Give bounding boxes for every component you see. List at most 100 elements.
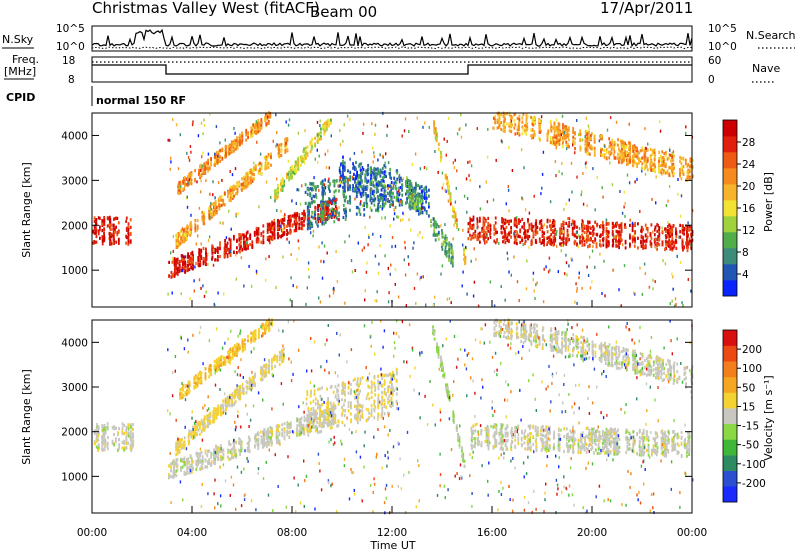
data-cell (398, 193, 400, 197)
data-cell (117, 221, 120, 225)
data-cell (433, 233, 436, 237)
data-cell (328, 121, 330, 125)
data-cell (500, 120, 503, 125)
data-cell (425, 185, 427, 189)
data-cell (197, 259, 200, 263)
data-cell (532, 235, 535, 239)
data-cell (679, 235, 682, 239)
data-cell (196, 224, 199, 228)
data-cell (596, 222, 599, 226)
data-cell (308, 225, 310, 229)
data-cell (346, 201, 349, 205)
data-cell (323, 217, 326, 221)
data-cell (601, 220, 604, 225)
data-cell (353, 172, 355, 176)
data-cell (349, 178, 352, 182)
noise-cell (288, 240, 290, 244)
noise-cell (511, 169, 514, 172)
noise-cell (263, 156, 266, 159)
data-cell (669, 241, 672, 245)
data-cell (682, 172, 685, 176)
data-cell (519, 235, 522, 239)
data-cell (283, 232, 286, 236)
data-cell (168, 260, 170, 264)
data-cell (601, 238, 604, 242)
data-cell (189, 230, 192, 234)
noise-cell (195, 261, 197, 265)
data-cell (364, 173, 367, 177)
data-cell (553, 236, 556, 240)
data-cell (274, 199, 276, 203)
data-cell (286, 229, 288, 233)
data-cell (484, 235, 487, 239)
noise-cell (578, 234, 580, 238)
data-cell (474, 235, 477, 239)
data-cell (588, 141, 590, 145)
data-cell (668, 238, 671, 242)
noise-cell (674, 304, 676, 308)
data-cell (103, 236, 106, 240)
data-cell (618, 223, 620, 227)
data-cell (605, 148, 608, 152)
data-cell (186, 224, 188, 228)
data-cell (433, 124, 435, 128)
data-cell (281, 218, 284, 222)
data-cell (532, 133, 535, 137)
data-cell (354, 166, 356, 170)
data-cell (227, 191, 229, 195)
data-cell (653, 148, 656, 152)
data-cell (669, 228, 672, 232)
data-cell (186, 236, 188, 240)
noise-cell (535, 283, 537, 287)
data-cell (487, 229, 490, 233)
data-cell (398, 186, 400, 190)
data-cell (541, 239, 544, 243)
data-cell (662, 169, 665, 173)
data-cell (425, 211, 428, 215)
data-cell (584, 149, 587, 153)
noise-cell (414, 152, 417, 156)
data-cell (414, 186, 416, 190)
data-cell (380, 170, 383, 174)
data-cell (235, 147, 237, 151)
data-cell (303, 223, 305, 227)
data-cell (586, 141, 589, 145)
data-cell (228, 250, 231, 254)
data-cell (215, 152, 218, 157)
data-cell (574, 137, 576, 141)
data-cell (305, 154, 307, 158)
data-cell (217, 199, 220, 203)
data-cell (524, 233, 527, 237)
data-cell (590, 144, 592, 148)
data-cell (247, 172, 250, 176)
data-cell (363, 201, 366, 206)
data-cell (283, 216, 286, 220)
noise-cell (452, 237, 454, 241)
data-cell (227, 150, 230, 154)
data-cell (203, 257, 205, 261)
data-cell (688, 239, 691, 244)
data-cell (262, 230, 265, 234)
data-cell (225, 151, 227, 155)
data-cell (186, 175, 189, 179)
noise-cell (583, 237, 586, 241)
data-cell (588, 225, 591, 229)
data-cell (660, 164, 662, 168)
noise-cell (307, 268, 310, 271)
data-cell (266, 222, 269, 226)
data-cell (260, 240, 263, 244)
data-cell (571, 221, 574, 225)
data-cell (328, 187, 330, 191)
data-cell (513, 241, 516, 245)
data-cell (553, 135, 556, 139)
data-cell (228, 237, 231, 241)
data-cell (233, 142, 236, 146)
noise-cell (326, 207, 328, 211)
data-cell (590, 134, 592, 138)
noise-cell (541, 186, 543, 190)
data-cell (238, 182, 241, 186)
data-cell (562, 126, 564, 130)
data-cell (671, 164, 673, 168)
noise-cell (421, 207, 423, 211)
noise-tick-right-bottom: 10^0 (708, 41, 737, 53)
